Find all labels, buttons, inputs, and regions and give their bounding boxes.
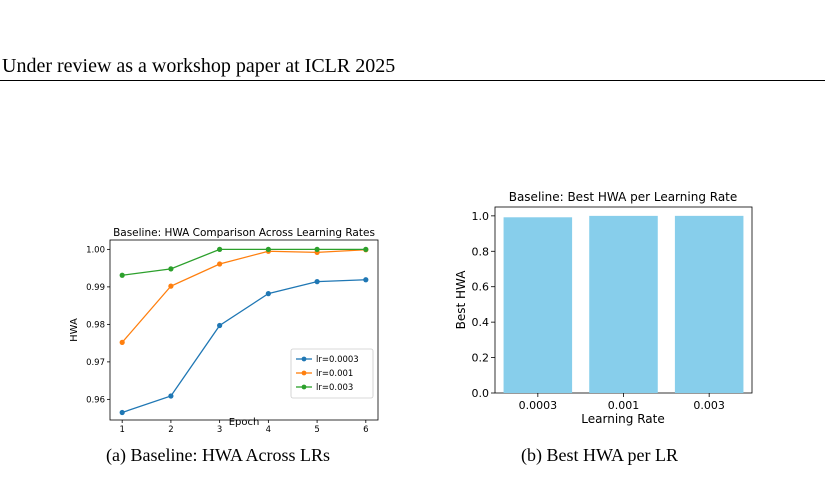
legend-label: lr=0.003 bbox=[316, 383, 353, 393]
y-axis-label: HWA bbox=[69, 318, 80, 342]
caption-a: (a) Baseline: HWA Across LRs bbox=[106, 445, 330, 466]
y-tick-label: 0.96 bbox=[86, 395, 105, 405]
series-line bbox=[121, 279, 366, 414]
y-tick-label: 0.8 bbox=[472, 245, 490, 258]
caption-b: (b) Best HWA per LR bbox=[521, 445, 678, 466]
x-axis: 0.0003 0.001 0.003 bbox=[519, 393, 725, 412]
y-tick-label: 0.0 bbox=[472, 387, 490, 400]
data-point bbox=[363, 277, 369, 283]
chart-title: Baseline: Best HWA per Learning Rate bbox=[509, 190, 738, 204]
x-tick-label: 0.0003 bbox=[519, 399, 558, 412]
x-tick-label: 2 bbox=[168, 425, 173, 435]
data-point bbox=[119, 272, 125, 278]
legend-label: lr=0.0003 bbox=[316, 355, 359, 365]
y-tick-label: 0.99 bbox=[86, 283, 105, 293]
data-point bbox=[265, 291, 271, 297]
bar bbox=[589, 215, 658, 393]
bar bbox=[674, 215, 744, 393]
y-axis: 0.96 0.97 0.98 0.99 1.00 bbox=[86, 245, 110, 405]
x-tick-label: 3 bbox=[217, 425, 222, 435]
x-axis-label: Epoch bbox=[229, 417, 260, 428]
x-tick-label: 1 bbox=[119, 425, 124, 435]
data-point bbox=[168, 283, 174, 289]
y-axis: 0.0 0.2 0.4 0.6 0.8 1.0 bbox=[472, 210, 495, 400]
header-rule bbox=[0, 80, 825, 81]
caption-b-tag: (b) bbox=[521, 445, 542, 465]
x-tick-label: 0.003 bbox=[693, 399, 725, 412]
x-axis: 1 2 3 4 5 6 bbox=[119, 420, 369, 435]
plot-frame bbox=[109, 239, 379, 421]
y-tick-label: 0.4 bbox=[472, 316, 490, 329]
data-point bbox=[217, 246, 223, 252]
data-point bbox=[217, 261, 223, 267]
bar-chart: Baseline: Best HWA per Learning Rate 0.0… bbox=[454, 190, 753, 426]
y-tick-label: 0.97 bbox=[86, 358, 105, 368]
data-point bbox=[314, 279, 320, 285]
bars-group bbox=[503, 215, 744, 393]
data-point bbox=[217, 322, 223, 329]
legend: lr=0.0003 lr=0.001 lr=0.003 bbox=[290, 348, 374, 399]
y-axis-label: Best HWA bbox=[454, 270, 468, 330]
x-tick-label: 5 bbox=[314, 425, 319, 435]
page-header: Under review as a workshop paper at ICLR… bbox=[2, 55, 396, 77]
caption-a-text: Baseline: HWA Across LRs bbox=[130, 445, 330, 465]
legend-marker bbox=[301, 384, 307, 390]
y-tick-label: 0.2 bbox=[472, 352, 490, 365]
legend-marker bbox=[301, 370, 307, 376]
legend-label: lr=0.001 bbox=[316, 369, 353, 379]
data-point bbox=[314, 246, 320, 252]
bar bbox=[503, 217, 573, 393]
line-chart: Baseline: HWA Comparison Across Learning… bbox=[69, 227, 379, 435]
data-point bbox=[119, 339, 125, 345]
caption-a-tag: (a) bbox=[106, 445, 126, 465]
data-point bbox=[363, 246, 369, 252]
legend-box bbox=[290, 348, 374, 399]
data-point bbox=[265, 246, 271, 252]
caption-b-text: Best HWA per LR bbox=[546, 445, 678, 465]
data-point bbox=[168, 393, 174, 399]
chart-title: Baseline: HWA Comparison Across Learning… bbox=[113, 227, 375, 239]
y-tick-label: 1.0 bbox=[472, 210, 490, 223]
x-tick-label: 6 bbox=[363, 425, 368, 435]
y-tick-label: 0.98 bbox=[86, 320, 105, 330]
x-axis-label: Learning Rate bbox=[581, 412, 664, 426]
y-tick-label: 1.00 bbox=[86, 245, 105, 255]
x-tick-label: 4 bbox=[266, 425, 271, 435]
y-tick-label: 0.6 bbox=[472, 281, 490, 294]
legend-marker bbox=[301, 356, 307, 362]
series-line bbox=[121, 249, 366, 343]
series-group bbox=[119, 246, 369, 416]
series-line bbox=[122, 248, 366, 276]
data-point bbox=[168, 266, 174, 272]
data-point bbox=[119, 409, 125, 416]
x-tick-label: 0.001 bbox=[608, 399, 640, 412]
